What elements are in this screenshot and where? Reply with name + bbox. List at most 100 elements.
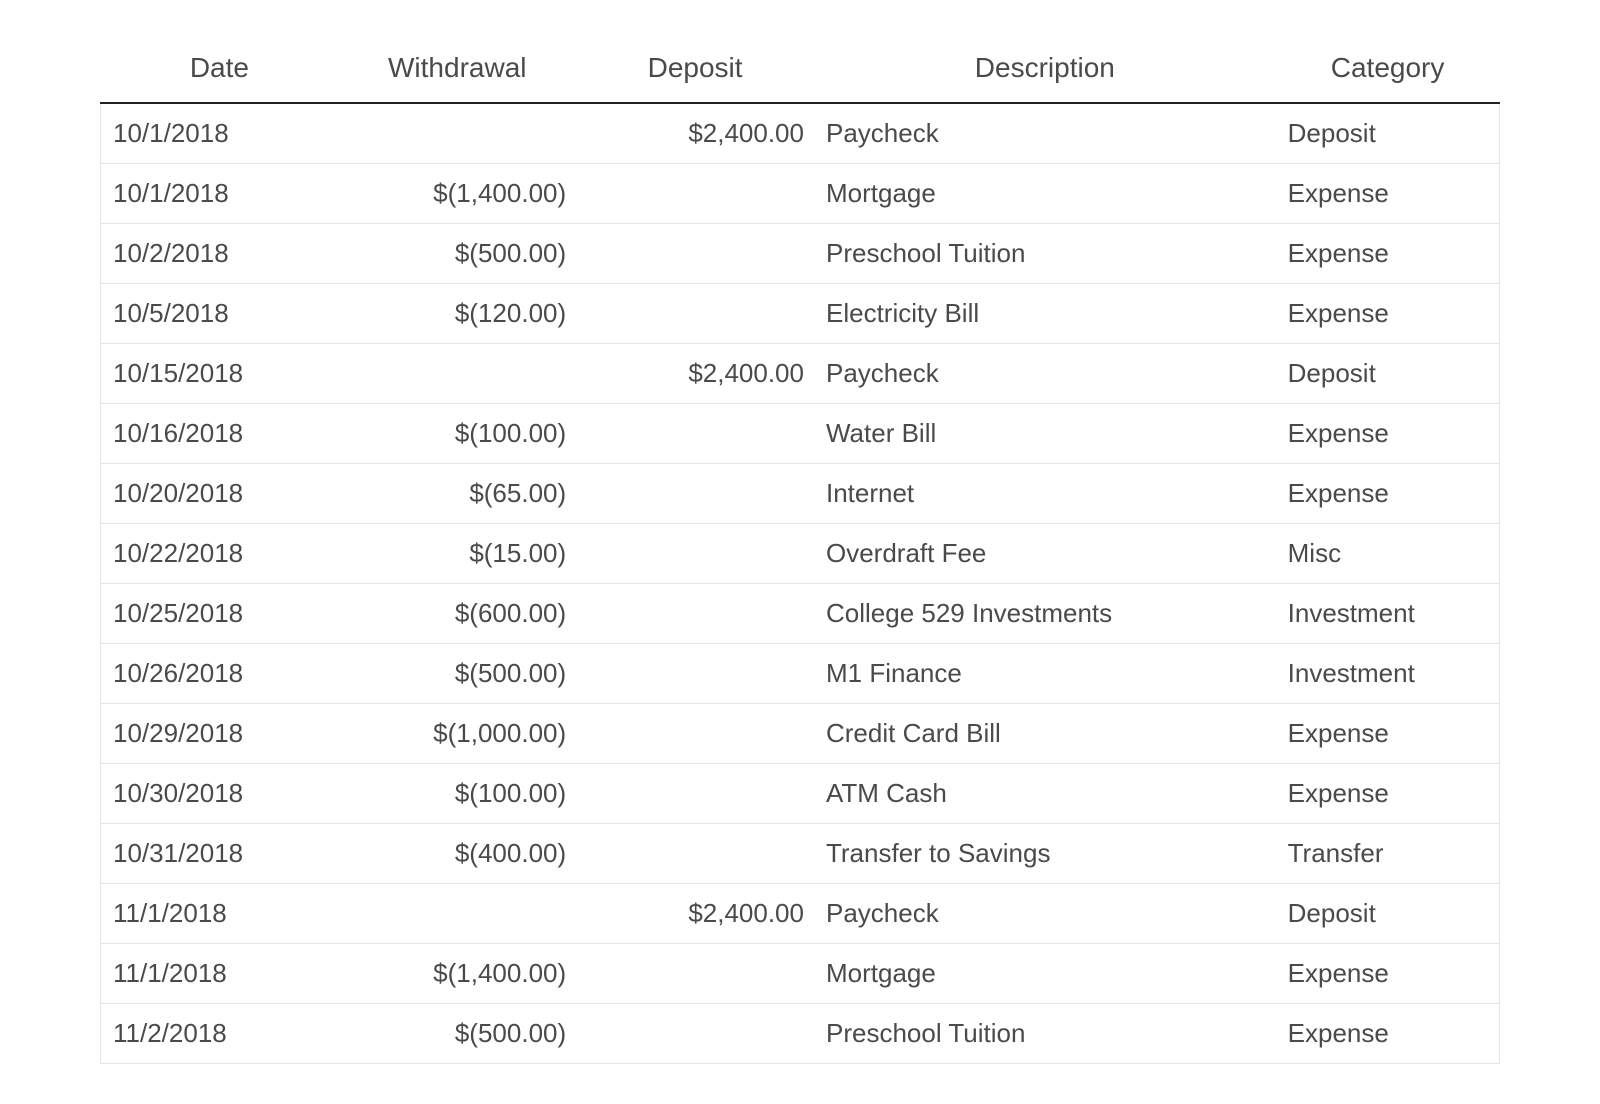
cell-category: Investment xyxy=(1276,644,1500,704)
cell-deposit xyxy=(576,1004,814,1064)
cell-category: Expense xyxy=(1276,704,1500,764)
table-row: 10/1/2018$2,400.00PaycheckDeposit xyxy=(101,103,1500,164)
cell-category: Expense xyxy=(1276,164,1500,224)
cell-description: Paycheck xyxy=(814,103,1276,164)
cell-category: Investment xyxy=(1276,584,1500,644)
cell-date: 10/29/2018 xyxy=(101,704,339,764)
table-row: 10/1/2018$(1,400.00) MortgageExpense xyxy=(101,164,1500,224)
cell-withdrawal: $(500.00) xyxy=(338,644,576,704)
cell-deposit xyxy=(576,464,814,524)
table-row: 10/25/2018$(600.00) College 529 Investmen… xyxy=(101,584,1500,644)
cell-date: 10/31/2018 xyxy=(101,824,339,884)
cell-date: 10/30/2018 xyxy=(101,764,339,824)
col-header-withdrawal: Withdrawal xyxy=(338,40,576,103)
cell-withdrawal: $(1,000.00) xyxy=(338,704,576,764)
cell-withdrawal: $(500.00) xyxy=(338,1004,576,1064)
cell-date: 10/1/2018 xyxy=(101,103,339,164)
cell-withdrawal: $(1,400.00) xyxy=(338,944,576,1004)
cell-withdrawal: $(500.00) xyxy=(338,224,576,284)
cell-withdrawal: $(400.00) xyxy=(338,824,576,884)
cell-description: College 529 Investments xyxy=(814,584,1276,644)
cell-description: Credit Card Bill xyxy=(814,704,1276,764)
cell-withdrawal xyxy=(338,103,576,164)
cell-description: Mortgage xyxy=(814,164,1276,224)
cell-date: 10/16/2018 xyxy=(101,404,339,464)
cell-deposit xyxy=(576,164,814,224)
cell-description: Water Bill xyxy=(814,404,1276,464)
cell-description: Preschool Tuition xyxy=(814,1004,1276,1064)
cell-withdrawal xyxy=(338,344,576,404)
cell-description: Transfer to Savings xyxy=(814,824,1276,884)
cell-description: Paycheck xyxy=(814,344,1276,404)
cell-description: ATM Cash xyxy=(814,764,1276,824)
cell-withdrawal: $(65.00) xyxy=(338,464,576,524)
cell-withdrawal: $(600.00) xyxy=(338,584,576,644)
cell-description: Mortgage xyxy=(814,944,1276,1004)
table-row: 10/30/2018$(100.00) ATM CashExpense xyxy=(101,764,1500,824)
col-header-deposit: Deposit xyxy=(576,40,814,103)
col-header-category: Category xyxy=(1276,40,1500,103)
table-row: 10/15/2018 $2,400.00PaycheckDeposit xyxy=(101,344,1500,404)
cell-date: 10/5/2018 xyxy=(101,284,339,344)
table-body: 10/1/2018$2,400.00PaycheckDeposit10/1/20… xyxy=(101,103,1500,1064)
cell-category: Expense xyxy=(1276,764,1500,824)
cell-deposit xyxy=(576,764,814,824)
table-row: 11/2/2018$(500.00) Preschool TuitionExpen… xyxy=(101,1004,1500,1064)
table-header-row: Date Withdrawal Deposit Description Cate… xyxy=(101,40,1500,103)
cell-date: 11/1/2018 xyxy=(101,884,339,944)
cell-description: Overdraft Fee xyxy=(814,524,1276,584)
table-row: 10/22/2018$(15.00) Overdraft FeeMisc xyxy=(101,524,1500,584)
table-row: 11/1/2018 $2,400.00PaycheckDeposit xyxy=(101,884,1500,944)
col-header-description: Description xyxy=(814,40,1276,103)
table-row: 10/2/2018$(500.00)Preschool TuitionExpen… xyxy=(101,224,1500,284)
cell-description: M1 Finance xyxy=(814,644,1276,704)
cell-date: 10/22/2018 xyxy=(101,524,339,584)
cell-date: 10/15/2018 xyxy=(101,344,339,404)
cell-date: 10/20/2018 xyxy=(101,464,339,524)
cell-category: Deposit xyxy=(1276,884,1500,944)
cell-deposit: $2,400.00 xyxy=(576,103,814,164)
table-row: 10/29/2018$(1,000.00) Credit Card BillExp… xyxy=(101,704,1500,764)
table-row: 11/1/2018$(1,400.00) MortgageExpense xyxy=(101,944,1500,1004)
col-header-date: Date xyxy=(101,40,339,103)
cell-withdrawal: $(120.00) xyxy=(338,284,576,344)
table-row: 10/31/2018$(400.00)Transfer to SavingsTr… xyxy=(101,824,1500,884)
cell-description: Internet xyxy=(814,464,1276,524)
cell-date: 11/1/2018 xyxy=(101,944,339,1004)
cell-deposit xyxy=(576,824,814,884)
cell-deposit: $2,400.00 xyxy=(576,884,814,944)
cell-date: 10/25/2018 xyxy=(101,584,339,644)
transactions-table-container: Date Withdrawal Deposit Description Cate… xyxy=(0,0,1600,1104)
cell-deposit xyxy=(576,584,814,644)
cell-date: 10/26/2018 xyxy=(101,644,339,704)
cell-deposit xyxy=(576,284,814,344)
cell-deposit: $2,400.00 xyxy=(576,344,814,404)
table-row: 10/26/2018$(500.00) M1 FinanceInvestment xyxy=(101,644,1500,704)
transactions-table: Date Withdrawal Deposit Description Cate… xyxy=(100,40,1500,1064)
cell-deposit xyxy=(576,644,814,704)
cell-deposit xyxy=(576,944,814,1004)
cell-description: Electricity Bill xyxy=(814,284,1276,344)
table-row: 10/16/2018$(100.00) Water BillExpense xyxy=(101,404,1500,464)
cell-category: Expense xyxy=(1276,404,1500,464)
cell-deposit xyxy=(576,704,814,764)
cell-withdrawal xyxy=(338,884,576,944)
cell-description: Paycheck xyxy=(814,884,1276,944)
table-row: 10/20/2018$(65.00)InternetExpense xyxy=(101,464,1500,524)
cell-date: 10/1/2018 xyxy=(101,164,339,224)
cell-date: 11/2/2018 xyxy=(101,1004,339,1064)
cell-category: Deposit xyxy=(1276,344,1500,404)
cell-category: Expense xyxy=(1276,284,1500,344)
cell-category: Expense xyxy=(1276,1004,1500,1064)
cell-withdrawal: $(100.00) xyxy=(338,764,576,824)
table-row: 10/5/2018$(120.00) Electricity BillExpens… xyxy=(101,284,1500,344)
cell-category: Misc xyxy=(1276,524,1500,584)
cell-description: Preschool Tuition xyxy=(814,224,1276,284)
cell-date: 10/2/2018 xyxy=(101,224,339,284)
cell-deposit xyxy=(576,224,814,284)
cell-category: Expense xyxy=(1276,944,1500,1004)
cell-deposit xyxy=(576,404,814,464)
cell-withdrawal: $(1,400.00) xyxy=(338,164,576,224)
cell-withdrawal: $(15.00) xyxy=(338,524,576,584)
cell-withdrawal: $(100.00) xyxy=(338,404,576,464)
